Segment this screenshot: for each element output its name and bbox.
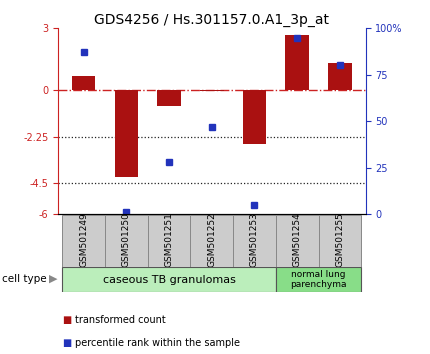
Text: GSM501253: GSM501253 [250, 213, 259, 268]
FancyBboxPatch shape [62, 215, 105, 267]
Text: normal lung
parenchyma: normal lung parenchyma [290, 270, 347, 289]
Title: GDS4256 / Hs.301157.0.A1_3p_at: GDS4256 / Hs.301157.0.A1_3p_at [94, 13, 329, 27]
Text: cell type: cell type [2, 274, 47, 284]
Bar [286, 34, 309, 90]
Bar [115, 90, 138, 177]
FancyBboxPatch shape [105, 215, 148, 267]
Text: GSM501250: GSM501250 [122, 213, 131, 268]
FancyBboxPatch shape [233, 215, 276, 267]
Bar [72, 76, 95, 90]
Text: percentile rank within the sample: percentile rank within the sample [75, 338, 240, 348]
Text: ▶: ▶ [49, 274, 58, 284]
Bar [157, 90, 181, 106]
Bar [328, 63, 352, 90]
Text: ■: ■ [62, 315, 72, 325]
Bar [200, 90, 224, 91]
FancyBboxPatch shape [276, 215, 319, 267]
FancyBboxPatch shape [62, 267, 276, 292]
FancyBboxPatch shape [190, 215, 233, 267]
FancyBboxPatch shape [319, 215, 361, 267]
Text: GSM501251: GSM501251 [165, 213, 174, 268]
FancyBboxPatch shape [276, 267, 361, 292]
Bar [243, 90, 266, 144]
Text: GSM501254: GSM501254 [293, 213, 302, 267]
Text: ■: ■ [62, 338, 72, 348]
Text: GSM501252: GSM501252 [207, 213, 216, 267]
Text: caseous TB granulomas: caseous TB granulomas [103, 275, 236, 285]
Text: GSM501249: GSM501249 [79, 213, 88, 267]
Text: transformed count: transformed count [75, 315, 166, 325]
Text: GSM501255: GSM501255 [335, 213, 344, 268]
FancyBboxPatch shape [148, 215, 190, 267]
